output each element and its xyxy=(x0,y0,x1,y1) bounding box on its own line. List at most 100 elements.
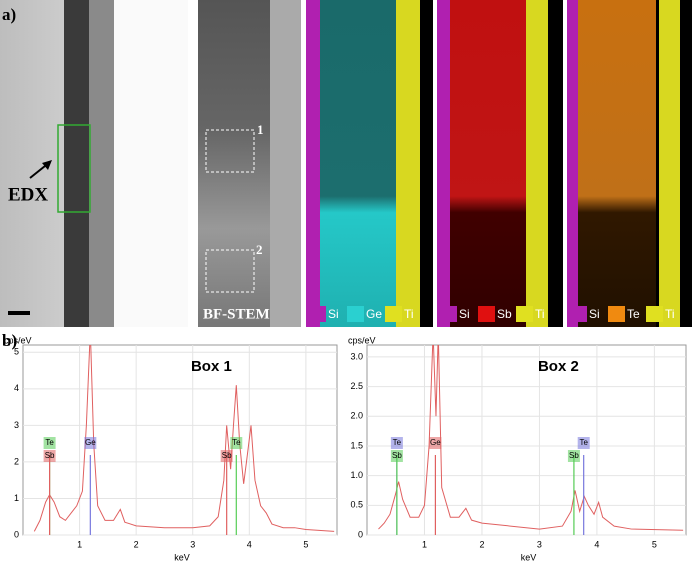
legend-swatch xyxy=(309,306,326,322)
panel-a: EDX a) 1 2 BF-STEM Si Ge Ti Si Sb Ti Si Te Ti xyxy=(0,0,692,327)
sb-layer xyxy=(450,0,526,327)
x-tick-label: 5 xyxy=(303,539,308,549)
y-tick-label: 1.5 xyxy=(350,440,363,450)
y-tick-label: 5 xyxy=(14,347,19,357)
y-tick-label: 1.0 xyxy=(350,470,363,480)
x-tick-label: 2 xyxy=(134,539,139,549)
y-axis-label: cps/eV xyxy=(4,335,32,345)
element-label: Te xyxy=(45,438,54,447)
x-tick-label: 2 xyxy=(479,539,484,549)
element-tag xyxy=(43,437,56,449)
element-label: Sb xyxy=(392,451,402,460)
element-tag xyxy=(390,437,403,449)
box-label: 1 xyxy=(257,122,264,137)
y-tick-label: 1 xyxy=(14,493,19,503)
layer xyxy=(270,0,301,327)
element-label: Ge xyxy=(85,438,96,447)
y-tick-label: 2.0 xyxy=(350,411,363,421)
stem-label: BF-STEM xyxy=(203,306,270,322)
si-layer xyxy=(437,0,450,327)
legend-swatch xyxy=(440,306,457,322)
x-tick-label: 4 xyxy=(247,539,252,549)
y-tick-label: 2 xyxy=(14,456,19,466)
spectrum-line xyxy=(33,345,335,532)
element-label: Ge xyxy=(430,438,441,447)
element-label: Te xyxy=(232,438,241,447)
element-tag xyxy=(230,437,243,449)
element-label: Te xyxy=(393,438,402,447)
x-tick-label: 5 xyxy=(652,539,657,549)
x-tick-label: 1 xyxy=(77,539,82,549)
legend-swatch xyxy=(570,306,587,322)
y-tick-label: 3 xyxy=(14,420,19,430)
te-layer xyxy=(578,0,656,327)
ge-layer xyxy=(320,0,396,327)
legend-label: Te xyxy=(627,307,640,321)
chart-title: Box 2 xyxy=(538,358,579,375)
element-tag xyxy=(390,450,403,462)
legend-label: Ti xyxy=(665,307,675,321)
element-tag xyxy=(429,437,442,449)
legend-swatch xyxy=(646,306,663,322)
layer xyxy=(64,0,89,327)
scale-bar xyxy=(8,311,30,315)
y-tick-label: 0.5 xyxy=(350,500,363,510)
y-tick-label: 2.5 xyxy=(350,381,363,391)
x-tick-label: 1 xyxy=(422,539,427,549)
legend-swatch xyxy=(516,306,533,322)
element-tag xyxy=(567,450,580,462)
plot-area xyxy=(366,344,687,536)
y-tick-label: 0 xyxy=(358,529,363,539)
y-axis-label: cps/eV xyxy=(348,335,376,345)
arrow-head xyxy=(42,160,52,170)
legend-label: Si xyxy=(589,307,600,321)
element-tag xyxy=(577,437,590,449)
layer xyxy=(114,0,188,327)
plot-area xyxy=(22,344,338,536)
element-tag xyxy=(220,450,233,462)
ti-layer xyxy=(396,0,420,327)
y-tick-label: 0 xyxy=(14,529,19,539)
element-label: Sb xyxy=(222,451,232,460)
element-label: Te xyxy=(579,438,588,447)
legend-swatch xyxy=(478,306,495,322)
spectrum-line xyxy=(378,345,684,531)
x-axis-label: keV xyxy=(521,552,537,562)
legend-label: Sb xyxy=(497,307,512,321)
panel-label: a) xyxy=(2,5,16,24)
x-tick-label: 3 xyxy=(190,539,195,549)
legend-swatch xyxy=(385,306,402,322)
panel-label: b) xyxy=(2,331,17,350)
map-legends: Si Ge Ti Si Sb Ti Si Te Ti xyxy=(309,306,675,322)
y-tick-label: 3.0 xyxy=(350,351,363,361)
layer xyxy=(89,0,114,327)
y-tick-label: 4 xyxy=(14,383,19,393)
element-label: Sb xyxy=(569,451,579,460)
chart-title: Box 1 xyxy=(191,358,232,375)
ti-layer xyxy=(526,0,548,327)
x-axis-label: keV xyxy=(174,552,190,562)
element-tag xyxy=(43,450,56,462)
edx-box xyxy=(57,124,91,213)
si-layer xyxy=(306,0,320,327)
element-label: Sb xyxy=(45,451,55,460)
legend-label: Ge xyxy=(366,307,382,321)
legend-swatch xyxy=(608,306,625,322)
spectrum-chart: 1 2 3 4 5 0 0.5 1.0 1.5 2.0 2.5 3.0 cps/eV keV Box 2 Te… xyxy=(348,335,687,562)
x-tick-label: 3 xyxy=(537,539,542,549)
x-tick-label: 4 xyxy=(594,539,599,549)
box-label: 2 xyxy=(256,242,263,257)
ti-layer xyxy=(659,0,680,327)
legend-label: Ti xyxy=(535,307,545,321)
legend-swatch xyxy=(347,306,364,322)
element-tag xyxy=(84,437,97,449)
edx-label: EDX xyxy=(8,184,48,205)
si-layer xyxy=(567,0,578,327)
legend-label: Si xyxy=(459,307,470,321)
legend-label: Ti xyxy=(404,307,414,321)
legend-label: Si xyxy=(328,307,339,321)
